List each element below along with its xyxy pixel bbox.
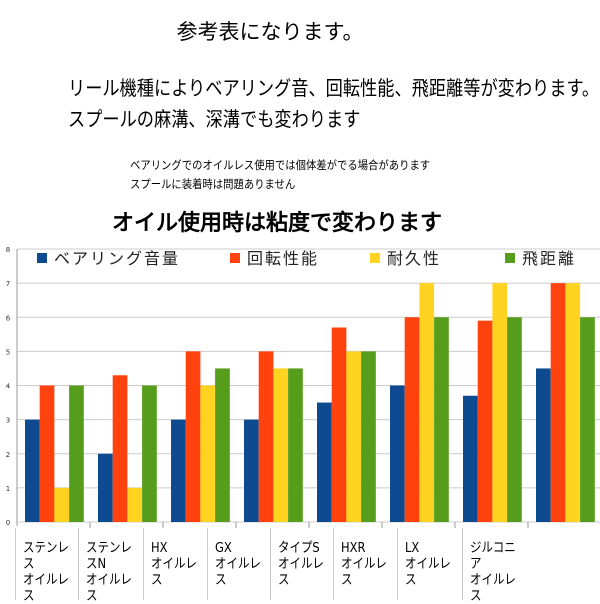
legend-swatch xyxy=(370,253,380,263)
note-line-2: スプールに装着時は問題ありません xyxy=(130,177,296,191)
y-tick-label: 1 xyxy=(6,485,10,493)
category-label-line2: オイルレス xyxy=(23,572,69,604)
category-label-line1: HXR xyxy=(341,540,366,556)
bar-4-2 xyxy=(142,385,157,522)
legend-swatch xyxy=(37,253,47,263)
bar-1-6 xyxy=(390,385,405,522)
bar-3-7 xyxy=(492,283,508,522)
note-line-1: ベアリングでのオイルレス使用では個体差がでる場合があります xyxy=(130,158,431,172)
category-label: HX オイルレス xyxy=(143,528,207,600)
bar-4-8 xyxy=(580,317,595,522)
bar-3-2 xyxy=(127,487,143,522)
category-label-line1: HX xyxy=(151,540,168,556)
bar-1-3 xyxy=(171,419,186,522)
bar-4-3 xyxy=(215,368,230,522)
bar-1-2 xyxy=(98,453,113,522)
page-title: 参考表になります。 xyxy=(176,20,364,44)
bar-2-3 xyxy=(185,351,201,522)
legend-label: 耐久性 xyxy=(387,249,441,268)
category-label-line2: オイルレス xyxy=(470,572,516,604)
bar-3-6 xyxy=(419,283,435,522)
category-label: HXR オイルレス xyxy=(333,528,397,600)
description-line-2: スプールの麻溝、深溝でも変わります xyxy=(68,107,361,131)
category-label-line1: ジルコニア xyxy=(470,540,516,572)
legend-swatch xyxy=(230,253,240,263)
legend-swatch xyxy=(505,253,515,263)
category-label-line1: GX xyxy=(215,540,232,556)
bar-2-2 xyxy=(112,375,128,522)
y-tick-label: 7 xyxy=(6,280,10,288)
category-label-line1: LX xyxy=(405,540,420,556)
category-label-line1: ステンレス xyxy=(23,540,69,572)
category-label-line2: オイルレス xyxy=(405,556,451,588)
bar-4-7 xyxy=(507,317,522,522)
bar-3-5 xyxy=(346,351,362,522)
y-tick-label: 6 xyxy=(6,314,11,322)
legend-label: 回転性能 xyxy=(247,249,319,268)
legend-label: ベアリング音量 xyxy=(54,249,180,268)
legend-label: 飛距離 xyxy=(522,249,576,268)
y-tick-label: 8 xyxy=(6,246,10,254)
category-label: GX オイルレス xyxy=(207,528,270,600)
bar-2-8 xyxy=(550,283,566,522)
category-label-line2: オイルレス xyxy=(151,556,197,588)
category-label: ステンレスN オイルレス xyxy=(78,528,143,604)
chart-subtitle: オイル使用時は粘度で変わります xyxy=(112,211,443,236)
bar-3-1 xyxy=(54,487,70,522)
y-tick-label: 3 xyxy=(6,417,10,425)
category-label-line1: ステンレスN xyxy=(86,540,132,572)
bar-3-8 xyxy=(565,283,581,522)
bar-2-7 xyxy=(477,320,493,522)
y-tick-label: 0 xyxy=(6,519,10,527)
description-line-1: リール機種によりベアリング音、回転性能、飛距離等が変わります。 xyxy=(68,76,600,100)
bar-4-1 xyxy=(69,385,84,522)
bar-2-6 xyxy=(404,317,420,522)
y-tick-label: 2 xyxy=(6,451,10,459)
bar-4-6 xyxy=(434,317,449,522)
bar-4-5 xyxy=(361,351,376,522)
category-label: タイプS オイルレス xyxy=(270,528,333,600)
bar-2-5 xyxy=(331,327,347,522)
bar-1-8 xyxy=(536,368,551,522)
bar-3-3 xyxy=(200,385,216,522)
category-label-line2: オイルレス xyxy=(341,556,387,588)
bar-1-4 xyxy=(244,419,259,522)
category-label: ステンレス オイルレス xyxy=(15,528,78,604)
category-label-line1: タイプS xyxy=(278,540,320,556)
category-label-line2: オイルレス xyxy=(86,572,132,604)
bar-2-1 xyxy=(39,385,55,522)
bar-3-4 xyxy=(273,368,289,522)
category-label-line2: オイルレス xyxy=(278,556,324,588)
category-label: ジルコニア オイルレス xyxy=(462,528,525,604)
bar-4-4 xyxy=(288,368,303,522)
y-tick-label: 4 xyxy=(6,383,11,391)
category-label: LX オイルレス xyxy=(397,528,462,600)
bar-2-4 xyxy=(258,351,274,522)
bar-1-7 xyxy=(463,395,478,522)
bar-1-5 xyxy=(317,402,332,522)
bar-1-1 xyxy=(25,419,40,522)
y-tick-label: 5 xyxy=(6,348,10,356)
category-label-line2: オイルレス xyxy=(215,556,261,588)
